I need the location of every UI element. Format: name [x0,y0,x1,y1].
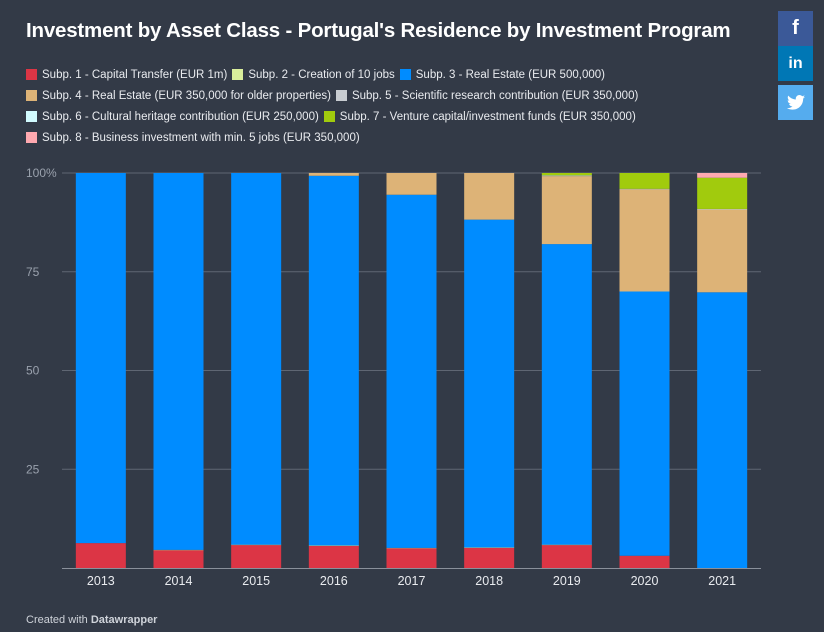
footer-credit: Created with Datawrapper [26,614,157,626]
bar-segment [386,194,437,548]
bar-segment [464,219,515,548]
bar-segment [619,291,670,556]
legend-item: Subp. 2 - Creation of 10 jobs [232,66,395,83]
bar-segment [386,173,437,195]
legend-swatch [399,69,411,80]
bar-segment [231,545,282,568]
bar-segment [308,545,359,568]
bar-segment [386,548,437,568]
legend-item: Subp. 5 - Scientific research contributi… [335,87,639,104]
chart-title: Investment by Asset Class - Portugal's R… [26,19,731,42]
y-tick-label: 50 [26,364,40,378]
bar-segment [75,543,126,568]
x-tick-label: 2019 [553,574,581,588]
footer-prefix: Created with [26,614,88,626]
footer-brand[interactable]: Datawrapper [90,614,158,626]
bar-segment [697,209,748,293]
legend-label: Subp. 1 - Capital Transfer (EUR 1m) [42,68,228,81]
y-tick-label: 25 [26,462,40,476]
y-tick-label: 100% [26,166,57,180]
chart-legend: Subp. 1 - Capital Transfer (EUR 1m) Subp.… [26,66,706,146]
bar-segment [153,550,204,568]
bar-segment [75,173,126,544]
bar-segment [697,173,748,178]
legend-swatch [232,69,244,80]
bar-segment [308,173,359,176]
legend-label: Subp. 3 - Real Estate (EUR 500,000) [415,68,605,81]
bar-segment [619,189,670,292]
legend-label: Subp. 6 - Cultural heritage contribution… [42,110,319,123]
twitter-share-button[interactable] [778,85,813,120]
bar-segment [619,555,670,568]
bar-segment [541,176,592,245]
x-tick-label: 2018 [475,574,503,588]
legend-label: Subp. 5 - Scientific research contributi… [351,89,639,102]
bar-segment [541,545,592,568]
x-tick-label: 2017 [398,574,426,588]
legend-item: Subp. 6 - Cultural heritage contribution… [26,108,319,125]
facebook-share-button[interactable]: f [778,11,813,46]
bar-segment [231,173,282,545]
twitter-icon [786,95,805,110]
legend-swatch [26,111,37,122]
legend-swatch [335,90,347,101]
bar-segment [308,175,359,546]
bar-segment [541,244,592,545]
bar-segment [153,173,204,550]
y-tick-label: 75 [26,265,40,279]
legend-swatch [26,69,37,80]
legend-label: Subp. 2 - Creation of 10 jobs [248,68,395,81]
linkedin-icon: in [788,54,803,72]
bar-segment [464,173,515,220]
facebook-icon: f [792,17,799,39]
bar-segment [541,173,592,176]
legend-swatch [323,111,335,122]
legend-item: Subp. 8 - Business investment with min. … [26,129,360,146]
x-tick-label: 2014 [165,574,193,588]
legend-label: Subp. 8 - Business investment with min. … [42,131,360,144]
legend-item: Subp. 1 - Capital Transfer (EUR 1m) [26,66,227,83]
x-tick-label: 2015 [242,574,270,588]
bar-segment [697,292,748,568]
bar-segment [697,177,748,209]
bar-segment [619,173,670,189]
x-tick-label: 2016 [320,574,348,588]
legend-label: Subp. 7 - Venture capital/investment fun… [339,110,636,123]
bar-segment [464,547,515,568]
legend-label: Subp. 4 - Real Estate (EUR 350,000 for o… [42,89,331,102]
x-tick-label: 2020 [631,574,659,588]
legend-item: Subp. 4 - Real Estate (EUR 350,000 for o… [26,87,331,104]
x-tick-label: 2013 [87,574,115,588]
linkedin-share-button[interactable]: in [778,46,813,81]
legend-swatch [26,132,37,143]
legend-item: Subp. 7 - Venture capital/investment fun… [323,108,636,125]
x-tick-label: 2021 [708,574,736,588]
legend-swatch [26,90,37,101]
legend-item: Subp. 3 - Real Estate (EUR 500,000) [399,66,605,83]
